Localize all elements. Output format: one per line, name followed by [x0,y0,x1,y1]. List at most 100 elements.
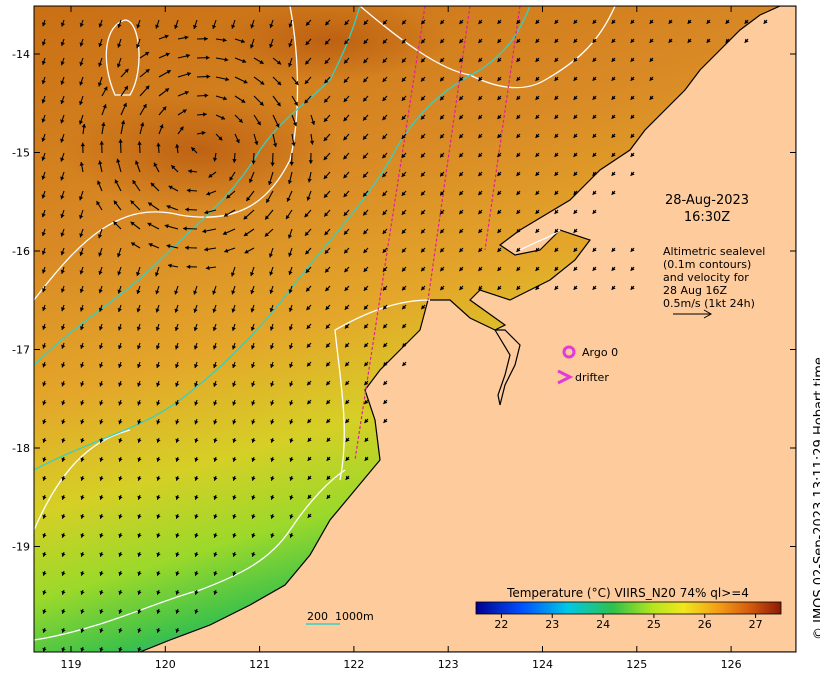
velocity-arrowhead [363,97,368,102]
velocity-arrowhead [248,178,253,183]
velocity-arrowhead [324,249,329,254]
velocity-arrowhead [186,71,191,77]
velocity-arrowhead [203,112,207,117]
velocity-arrowhead [168,185,173,190]
velocity-arrowhead [251,495,256,500]
velocity-arrowhead [61,647,66,652]
lon-tick-label: 122 [343,658,364,671]
velocity-arrowhead [269,271,274,276]
velocity-arrowhead [516,285,521,290]
velocity-arrowhead [478,57,483,63]
velocity-arrowhead [266,198,271,203]
velocity-arrowhead [251,382,256,387]
velocity-arrowhead [223,212,229,217]
velocity-arrowhead [137,382,142,387]
colorbar-tick-label: 27 [749,618,763,631]
velocity-arrowhead [259,59,264,64]
velocity-arrowhead [382,39,387,44]
velocity-arrowhead [153,162,158,167]
velocity-arrowhead [592,171,597,176]
velocity-arrowhead [156,533,161,538]
velocity-arrowhead [156,590,161,595]
velocity-arrowhead [193,326,198,331]
velocity-arrowhead [554,19,559,24]
velocity-arrowhead [307,381,312,386]
velocity-arrowhead [79,42,84,47]
velocity-arrowhead [307,437,312,442]
velocity-arrowhead [42,571,47,576]
velocity-arrowhead [649,38,654,43]
velocity-arrowhead [289,533,294,538]
velocity-arrowhead [382,135,387,140]
velocity-arrowhead [535,38,540,43]
velocity-arrowhead [80,363,85,368]
velocity-arrowhead [168,263,172,268]
velocity-arrowhead [61,363,66,368]
velocity-arrowhead [124,85,128,91]
velocity-arrowhead [60,269,65,274]
velocity-arrowhead [42,609,47,614]
velocity-arrowhead [41,269,47,274]
velocity-arrowhead [213,420,218,425]
velocity-arrowhead [345,381,350,386]
velocity-arrowhead [130,200,135,205]
velocity-arrowhead [535,57,540,62]
velocity-arrowhead [165,52,170,57]
velocity-arrowhead [535,133,540,138]
velocity-arrowhead [275,123,280,128]
velocity-arrowhead [289,457,294,462]
colorbar-tick-label: 25 [647,618,661,631]
velocity-arrowhead [61,382,66,387]
velocity-arrowhead [440,77,445,82]
velocity-arrowhead [80,552,85,557]
velocity-arrowhead [254,140,259,145]
velocity-arrowhead [459,172,464,177]
velocity-arrowhead [288,23,293,28]
velocity-arrowhead [212,345,218,350]
velocity-arrowhead [41,118,46,123]
velocity-arrowhead [592,247,597,252]
velocity-arrowhead [324,59,329,64]
velocity-arrowhead [264,232,269,237]
velocity-arrowhead [421,58,426,63]
velocity-arrowhead [267,180,273,185]
velocity-arrowhead [183,226,187,231]
velocity-arrowhead [155,326,160,331]
velocity-arrowhead [649,76,654,81]
velocity-arrowhead [270,420,275,425]
velocity-arrowhead [440,153,445,158]
velocity-arrowhead [136,345,142,350]
scale-arrow [673,309,713,319]
velocity-arrowhead [118,476,123,481]
velocity-arrowhead [137,476,142,481]
velocity-arrowhead [171,165,176,170]
velocity-arrowhead [289,476,294,481]
velocity-arrowhead [554,285,559,290]
velocity-arrowhead [305,60,310,65]
velocity-arrowhead [326,456,331,461]
velocity-arrowhead [363,286,368,291]
warm-eddy [210,6,450,80]
lon-tick-label: 125 [626,658,647,671]
velocity-arrowhead [232,420,237,425]
velocity-arrowhead [554,209,559,214]
velocity-arrowhead [99,382,104,387]
velocity-arrowhead [118,420,123,425]
velocity-arrowhead [382,154,387,159]
velocity-arrowhead [420,191,425,196]
velocity-arrowhead [194,401,199,406]
velocity-arrowhead [364,362,369,367]
velocity-arrowhead [194,552,199,557]
velocity-arrowhead [573,152,578,157]
velocity-arrowhead [232,552,237,557]
velocity-arrowhead [78,120,84,125]
velocity-arrowhead [60,288,66,293]
velocity-arrowhead [554,114,559,119]
velocity-arrowhead [156,401,161,406]
velocity-arrowhead [156,571,161,576]
velocity-arrowhead [218,136,223,141]
velocity-arrowhead [516,95,521,100]
velocity-arrowhead [42,647,47,652]
velocity-arrowhead [184,35,189,40]
velocity-arrowhead [401,58,406,63]
